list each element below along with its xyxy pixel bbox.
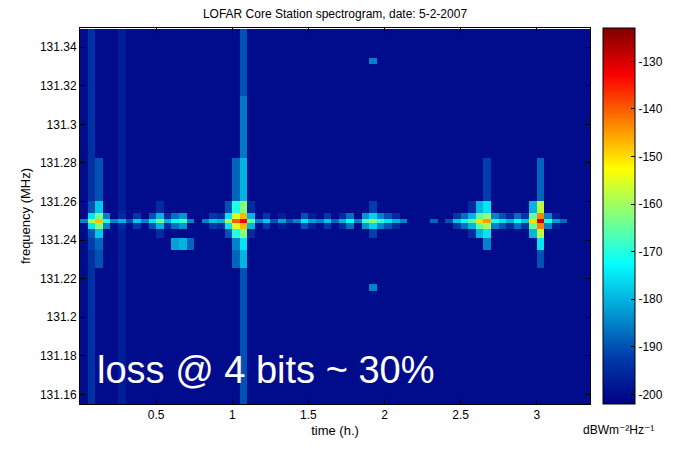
svg-text:2: 2 [381, 408, 388, 422]
svg-text:131.18: 131.18 [40, 349, 77, 363]
svg-text:1.5: 1.5 [300, 408, 317, 422]
svg-text:131.22: 131.22 [40, 272, 77, 286]
svg-text:-150: -150 [638, 150, 662, 164]
svg-text:131.34: 131.34 [40, 40, 77, 54]
svg-text:131.26: 131.26 [40, 195, 77, 209]
svg-text:LOFAR Core Station spectrogram: LOFAR Core Station spectrogram, date: 5-… [203, 7, 467, 21]
svg-text:frequency (MHz): frequency (MHz) [18, 168, 33, 264]
svg-text:-160: -160 [638, 197, 662, 211]
svg-text:-140: -140 [638, 102, 662, 116]
svg-text:-170: -170 [638, 245, 662, 259]
svg-text:1: 1 [229, 408, 236, 422]
svg-text:dBWm⁻²Hz⁻¹: dBWm⁻²Hz⁻¹ [583, 423, 654, 437]
svg-text:-130: -130 [638, 55, 662, 69]
svg-text:time (h.): time (h.) [311, 423, 359, 438]
svg-text:131.2: 131.2 [47, 310, 77, 324]
svg-text:loss @ 4 bits ~ 30%: loss @ 4 bits ~ 30% [97, 349, 434, 391]
svg-text:0.5: 0.5 [148, 408, 165, 422]
svg-text:-190: -190 [638, 340, 662, 354]
svg-text:131.24: 131.24 [40, 233, 77, 247]
svg-text:131.3: 131.3 [47, 118, 77, 132]
svg-text:3: 3 [533, 408, 540, 422]
svg-text:131.16: 131.16 [40, 388, 77, 402]
svg-text:2.5: 2.5 [452, 408, 469, 422]
svg-text:131.28: 131.28 [40, 156, 77, 170]
svg-text:131.32: 131.32 [40, 79, 77, 93]
svg-text:-180: -180 [638, 292, 662, 306]
svg-text:-200: -200 [638, 388, 662, 402]
